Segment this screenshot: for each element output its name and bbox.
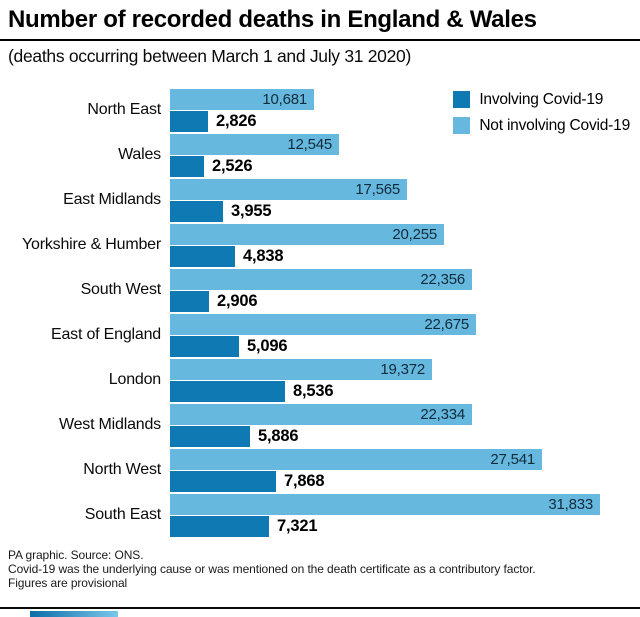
involving-bar-row: 2,906 (170, 290, 640, 312)
category-label: East of England (51, 326, 161, 344)
bar-group: 27,541 7,868 (170, 448, 640, 493)
bar-not-involving-covid: 22,675 (170, 313, 476, 335)
category-label: South West (80, 281, 162, 299)
category-label: East Midlands (63, 191, 161, 209)
bar-involving-covid (170, 155, 204, 177)
bar-not-involving-covid: 17,565 (170, 178, 407, 200)
bar-involving-covid (170, 470, 276, 492)
category-label: Yorkshire & Humber (22, 236, 161, 254)
bar-group: 22,356 2,906 (170, 268, 640, 313)
bar-not-involving-covid: 20,255 (170, 223, 444, 245)
bottom-divider (0, 607, 640, 609)
involving-bar-row: 7,868 (170, 470, 640, 492)
bar-involving-covid (170, 290, 209, 312)
region-row: South East 31,833 7,321 (0, 493, 640, 538)
involving-bar-row: 8,536 (170, 380, 640, 402)
category-label: Wales (118, 146, 161, 164)
region-row: South West 22,356 2,906 (0, 268, 640, 313)
value-label-involving: 3,955 (231, 201, 272, 220)
involving-bar-row: 5,886 (170, 425, 640, 447)
bar-not-involving-covid: 19,372 (170, 358, 432, 380)
bar-not-involving-covid: 10,681 (170, 88, 314, 110)
category-label: South East (84, 506, 161, 524)
legend-label-not-involving: Not involving Covid-19 (479, 116, 630, 134)
involving-bar-row: 2,526 (170, 155, 640, 177)
region-row: Wales 12,545 2,526 (0, 133, 640, 178)
category-label: West Midlands (58, 416, 161, 434)
title-divider (0, 38, 640, 41)
region-row: East Midlands 17,565 3,955 (0, 178, 640, 223)
involving-bar-row: 5,096 (170, 335, 640, 357)
bar-involving-covid (170, 425, 250, 447)
bar-involving-covid (170, 245, 235, 267)
bar-group: 10,681 2,826 (170, 88, 640, 133)
legend-item-not-involving-covid: Not involving Covid-19 (453, 117, 630, 135)
region-row: East of England 22,675 5,096 (0, 313, 640, 358)
region-row: Yorkshire & Humber 20,255 4,838 (0, 223, 640, 268)
footer-definition: Covid-19 was the underlying cause or was… (8, 561, 536, 576)
value-label-not-involving: 22,334 (420, 405, 465, 423)
footer-provisional: Figures are provisional (8, 576, 128, 591)
bar-involving-covid (170, 380, 285, 402)
bar-group: 17,565 3,955 (170, 178, 640, 223)
bar-group: 12,545 2,526 (170, 133, 640, 178)
value-label-not-involving: 10,681 (262, 90, 307, 108)
bar-group: 22,334 5,886 (170, 403, 640, 448)
footer-notes: PA graphic. Source: ONS. Covid-19 was th… (0, 538, 640, 591)
value-label-not-involving: 27,541 (490, 450, 535, 468)
involving-bar-row: 2,826 (170, 110, 640, 132)
bar-not-involving-covid: 22,356 (170, 268, 472, 290)
category-label: North West (83, 461, 161, 479)
value-label-not-involving: 19,372 (380, 360, 425, 378)
bar-group: 19,372 8,536 (170, 358, 640, 403)
chart-legend: Involving Covid-19 Not involving Covid-1… (453, 91, 630, 135)
value-label-involving: 5,096 (247, 336, 288, 355)
footer-source: PA graphic. Source: ONS. (8, 547, 144, 562)
value-label-involving: 2,826 (216, 111, 257, 130)
involving-bar-row: 7,321 (170, 515, 640, 537)
value-label-not-involving: 12,545 (287, 135, 332, 153)
legend-item-involving-covid: Involving Covid-19 (453, 91, 630, 109)
value-label-involving: 7,868 (284, 471, 325, 490)
pa-brand-bar (30, 611, 118, 617)
subtitle: (deaths occurring between March 1 and Ju… (8, 45, 412, 66)
value-label-involving: 4,838 (243, 246, 284, 265)
region-row: London 19,372 8,536 (0, 358, 640, 403)
bar-group: 31,833 7,321 (170, 493, 640, 538)
value-label-not-involving: 22,675 (424, 315, 469, 333)
value-label-not-involving: 31,833 (548, 495, 593, 513)
legend-label-involving: Involving Covid-19 (479, 90, 604, 108)
value-label-involving: 8,536 (293, 381, 334, 400)
region-row: North West 27,541 7,868 (0, 448, 640, 493)
value-label-not-involving: 17,565 (355, 180, 400, 198)
value-label-involving: 7,321 (277, 516, 318, 535)
involving-bar-row: 4,838 (170, 245, 640, 267)
value-label-involving: 5,886 (258, 426, 299, 445)
bar-involving-covid (170, 515, 269, 537)
value-label-involving: 2,526 (212, 156, 253, 175)
bar-involving-covid (170, 110, 208, 132)
legend-swatch-not-involving-icon (453, 117, 471, 135)
value-label-involving: 2,906 (217, 291, 258, 310)
bar-involving-covid (170, 335, 239, 357)
legend-swatch-involving-icon (453, 91, 471, 109)
page-title: Number of recorded deaths in England & W… (8, 6, 537, 33)
region-row: North East 10,681 2,826 (0, 88, 640, 133)
bar-not-involving-covid: 22,334 (170, 403, 472, 425)
involving-bar-row: 3,955 (170, 200, 640, 222)
region-row: West Midlands 22,334 5,886 (0, 403, 640, 448)
chart-rows: North East 10,681 2,826 Wales 12,545 2,526 Eas… (0, 88, 640, 538)
bar-group: 22,675 5,096 (170, 313, 640, 358)
category-label: London (108, 371, 161, 389)
bar-group: 20,255 4,838 (170, 223, 640, 268)
value-label-not-involving: 22,356 (420, 270, 465, 288)
bar-not-involving-covid: 31,833 (170, 493, 600, 515)
bar-chart: Involving Covid-19 Not involving Covid-1… (0, 88, 640, 538)
bar-involving-covid (170, 200, 223, 222)
bar-not-involving-covid: 27,541 (170, 448, 542, 470)
bar-not-involving-covid: 12,545 (170, 133, 339, 155)
category-label: North East (87, 101, 161, 119)
value-label-not-involving: 20,255 (392, 225, 437, 243)
